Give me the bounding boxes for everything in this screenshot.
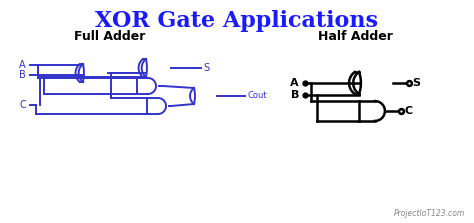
Text: B: B (291, 90, 299, 100)
Text: Cout: Cout (247, 91, 267, 101)
Text: XOR Gate Applications: XOR Gate Applications (95, 10, 379, 32)
Text: A: A (291, 78, 299, 88)
Text: S: S (203, 63, 210, 73)
Text: S: S (412, 78, 420, 88)
Text: A: A (19, 60, 26, 70)
Text: ProjectIoT123.com: ProjectIoT123.com (394, 209, 465, 218)
Text: B: B (19, 70, 26, 80)
Text: Half Adder: Half Adder (318, 30, 392, 43)
Text: C: C (19, 100, 26, 110)
Text: Full Adder: Full Adder (74, 30, 146, 43)
Text: C: C (405, 106, 413, 116)
